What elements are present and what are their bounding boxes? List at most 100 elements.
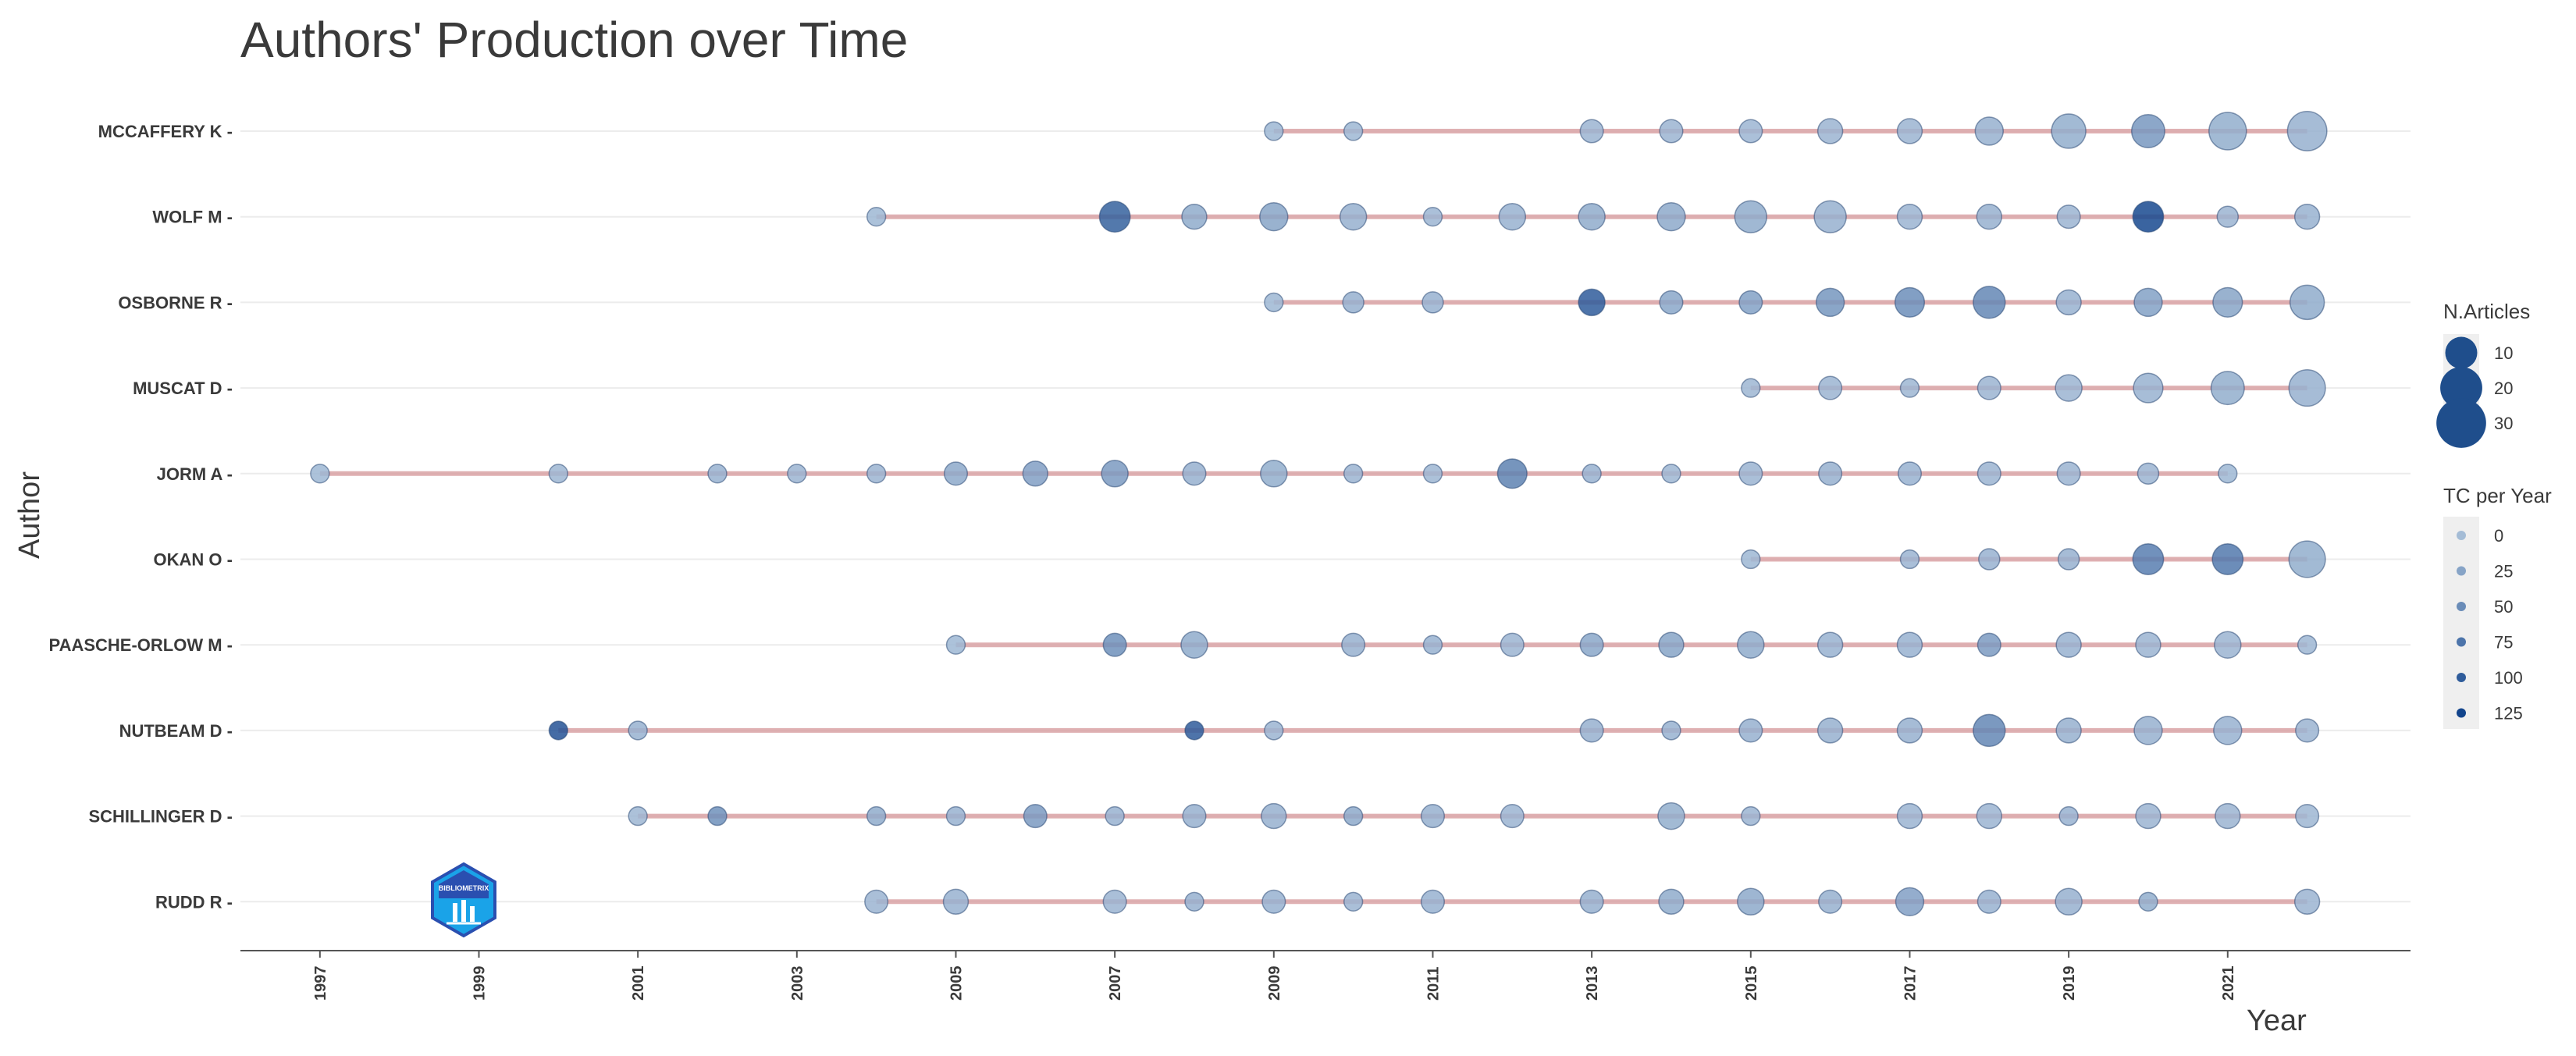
data-point	[1661, 464, 1681, 484]
chart-title: Authors' Production over Time	[240, 12, 908, 68]
data-point	[1182, 804, 1207, 829]
data-point	[1656, 201, 1686, 232]
data-point	[1184, 720, 1204, 741]
data-point	[1659, 290, 1684, 315]
data-point	[866, 207, 887, 227]
author-label: WOLF M -	[152, 208, 233, 227]
data-point	[628, 805, 648, 827]
data-point	[707, 464, 728, 484]
data-point	[2295, 804, 2320, 829]
x-tick-label: 2021	[2220, 966, 2237, 1001]
data-point	[945, 635, 966, 655]
data-point	[2213, 716, 2243, 745]
data-point	[1500, 632, 1525, 657]
data-point	[1422, 207, 1443, 227]
color-legend-circle	[2457, 531, 2466, 540]
data-point	[1180, 631, 1208, 659]
data-point	[1422, 635, 1443, 655]
data-point	[1658, 631, 1685, 658]
data-point	[1582, 464, 1602, 484]
data-point	[1738, 718, 1763, 743]
bibliometrix-logo: BIBLIOMETRIX	[431, 862, 496, 938]
color-legend-label: 75	[2494, 633, 2513, 652]
data-point	[1738, 290, 1763, 315]
data-point	[2212, 286, 2243, 318]
data-point	[866, 464, 887, 484]
data-point	[1264, 292, 1284, 313]
data-point	[1741, 805, 1761, 827]
x-tick-label: 2019	[2061, 966, 2078, 1001]
data-point	[1896, 802, 1923, 830]
data-point	[1657, 802, 1685, 830]
color-legend-title: TC per Year	[2443, 484, 2552, 507]
data-point	[2132, 543, 2165, 575]
data-point	[945, 805, 966, 827]
data-point	[2055, 717, 2082, 744]
data-point	[1741, 378, 1761, 398]
data-point	[2215, 802, 2241, 830]
data-point	[2218, 464, 2238, 484]
x-tick-label: 2001	[630, 966, 647, 1001]
color-legend-circle	[2457, 673, 2466, 682]
data-point	[1737, 631, 1765, 659]
data-point	[1976, 375, 2001, 400]
data-point	[1738, 119, 1763, 144]
data-point	[2055, 374, 2083, 402]
author-label: MCCAFFERY K -	[98, 122, 233, 141]
data-point	[1579, 632, 1604, 657]
data-point	[1420, 889, 1446, 914]
data-point	[1818, 461, 1843, 486]
data-point	[1343, 121, 1364, 141]
size-legend-label: 20	[2494, 379, 2513, 398]
data-point	[1899, 378, 1920, 398]
data-point	[1579, 119, 1604, 144]
data-point	[1973, 713, 2006, 748]
author-label: NUTBEAM D -	[119, 721, 233, 741]
data-point	[1896, 631, 1923, 658]
data-point	[2055, 289, 2082, 316]
logo-text: BIBLIOMETRIX	[439, 884, 489, 892]
data-point	[1741, 549, 1761, 570]
data-point	[866, 805, 887, 827]
x-tick-label: 2017	[1902, 966, 1919, 1001]
color-legend-circle	[2457, 566, 2466, 576]
data-point	[548, 720, 569, 741]
data-point	[1973, 286, 2006, 319]
data-point	[1343, 805, 1364, 827]
x-tick-label: 1999	[471, 966, 488, 1001]
data-point	[943, 461, 969, 486]
data-point	[2295, 718, 2320, 743]
color-legend-key-bg	[2443, 517, 2479, 729]
gridlines	[240, 130, 2411, 903]
color-legend-circle	[2457, 637, 2466, 647]
data-point	[1816, 118, 1844, 144]
size-legend-circle	[2440, 367, 2482, 409]
color-legend-label: 0	[2494, 526, 2503, 546]
data-point	[1343, 464, 1364, 484]
x-tick-label: 2005	[948, 966, 965, 1001]
data-point	[2293, 203, 2321, 230]
data-point	[1815, 287, 1845, 318]
x-tick-label: 2003	[789, 966, 806, 1001]
data-point	[1498, 202, 1527, 231]
color-legend-items: 0 25 50 75 100 125	[2457, 526, 2523, 724]
data-point	[787, 464, 807, 484]
data-point	[2135, 802, 2161, 830]
data-point	[864, 889, 889, 914]
size-legend-label: 10	[2494, 343, 2513, 363]
author-label: OKAN O -	[154, 550, 233, 570]
data-point	[1974, 116, 2005, 146]
data-point	[2051, 113, 2087, 149]
author-label: PAASCHE-ORLOW M -	[49, 635, 233, 655]
data-point	[707, 805, 728, 827]
data-point	[1264, 720, 1284, 741]
data-point	[1976, 802, 2002, 830]
author-label: MUSCAT D -	[133, 379, 233, 398]
color-legend-label: 125	[2494, 704, 2523, 724]
data-point	[942, 888, 970, 916]
data-point	[1420, 804, 1446, 829]
data-point	[1894, 286, 1926, 318]
data-point	[1098, 201, 1131, 233]
data-point	[1578, 202, 1606, 231]
data-point	[1102, 889, 1127, 914]
